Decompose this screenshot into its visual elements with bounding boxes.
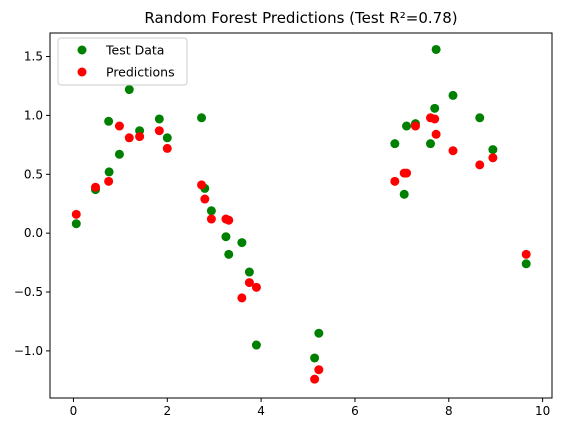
test-data-point xyxy=(221,232,231,242)
test-data-point xyxy=(104,116,114,126)
prediction-point xyxy=(135,132,145,142)
test-data-point xyxy=(251,340,261,350)
y-tick-label: −1.0 xyxy=(14,344,43,358)
test-data-point xyxy=(488,145,498,155)
test-data-point xyxy=(310,353,320,363)
prediction-point xyxy=(475,160,485,170)
test-data-point xyxy=(237,238,247,248)
test-data-point xyxy=(431,44,441,54)
prediction-point xyxy=(197,180,207,190)
prediction-point xyxy=(114,121,124,131)
y-tick-label: 1.0 xyxy=(24,108,43,122)
prediction-point xyxy=(410,121,420,131)
y-tick-label: 0.5 xyxy=(24,167,43,181)
prediction-point xyxy=(244,278,254,288)
prediction-point xyxy=(124,133,134,143)
prediction-point xyxy=(521,249,531,259)
x-tick-label: 4 xyxy=(257,404,265,418)
legend-marker xyxy=(77,45,87,55)
test-data-point xyxy=(104,167,114,177)
test-data-point xyxy=(206,206,216,216)
prediction-point xyxy=(310,374,320,384)
plot-area xyxy=(49,32,553,399)
test-data-point xyxy=(314,328,324,338)
test-data-point xyxy=(154,114,164,124)
test-data-point xyxy=(430,103,440,113)
test-data-point xyxy=(521,259,531,269)
prediction-point xyxy=(200,194,210,204)
test-data-point xyxy=(224,249,234,259)
prediction-point xyxy=(314,365,324,375)
test-data-point xyxy=(244,267,254,277)
y-tick-label: 1.5 xyxy=(24,50,43,64)
test-data-point xyxy=(390,139,400,149)
test-data-point xyxy=(448,90,458,100)
prediction-point xyxy=(237,293,247,303)
prediction-point xyxy=(104,176,114,186)
legend-label: Test Data xyxy=(105,43,164,58)
prediction-point xyxy=(71,209,81,219)
data-points xyxy=(71,44,531,384)
x-tick-label: 0 xyxy=(70,404,78,418)
prediction-point xyxy=(431,129,441,139)
test-data-point xyxy=(197,113,207,123)
test-data-point xyxy=(475,113,485,123)
prediction-point xyxy=(206,214,216,224)
test-data-point xyxy=(402,121,412,131)
legend-label: Predictions xyxy=(106,65,175,80)
y-tick-label: −0.5 xyxy=(14,285,43,299)
legend-box xyxy=(57,37,188,86)
prediction-point xyxy=(390,176,400,186)
prediction-point xyxy=(154,126,164,136)
test-data-point xyxy=(425,139,435,149)
x-tick-label: 2 xyxy=(163,404,171,418)
prediction-point xyxy=(224,215,234,225)
test-data-point xyxy=(114,149,124,159)
legend-marker xyxy=(77,67,87,77)
prediction-point xyxy=(488,153,498,163)
chart-title: Random Forest Predictions (Test R²=0.78) xyxy=(144,9,457,27)
prediction-point xyxy=(162,143,172,153)
prediction-point xyxy=(91,182,101,192)
legend: Test Data Predictions xyxy=(57,37,188,86)
test-data-point xyxy=(124,85,134,95)
test-data-point xyxy=(399,189,409,199)
axis-ticks: 0 2 4 6 8 10 −1.0 −0.5 0.0 0.5 1.0 1.5 xyxy=(14,50,550,418)
prediction-point xyxy=(251,282,261,292)
x-tick-label: 10 xyxy=(535,404,550,418)
test-data-point xyxy=(71,219,81,229)
x-tick-label: 8 xyxy=(445,404,453,418)
y-tick-label: 0.0 xyxy=(24,226,43,240)
prediction-point xyxy=(448,146,458,156)
test-data-point xyxy=(162,133,172,143)
prediction-point xyxy=(430,114,440,124)
x-tick-label: 6 xyxy=(351,404,359,418)
prediction-point xyxy=(402,168,412,178)
